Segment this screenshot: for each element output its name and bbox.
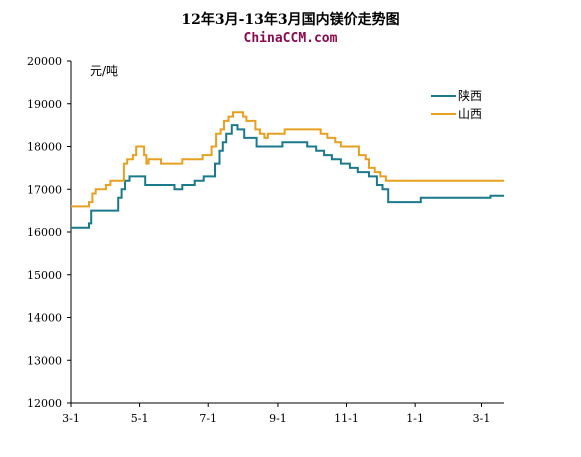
watermark-text: ChinaCCM.com	[243, 31, 338, 46]
y-tick-label: 13000	[27, 354, 62, 367]
legend-label: 陕西	[458, 88, 482, 103]
y-tick-label: 15000	[27, 269, 62, 282]
series-line-shanxi	[71, 111, 504, 208]
x-tick-label: 5-1	[131, 412, 149, 425]
x-tick-label: 11-1	[334, 412, 359, 425]
plot-area	[70, 61, 504, 404]
y-tick-label: 20000	[27, 55, 62, 68]
series-lines	[71, 111, 504, 229]
x-tick-label: 3-1	[62, 412, 80, 425]
x-tick-label: 7-1	[199, 412, 217, 425]
series-line-shaanxi	[71, 124, 504, 229]
x-tick-label: 9-1	[269, 412, 287, 425]
y-tick-label: 19000	[27, 98, 62, 111]
y-tick-label: 12000	[27, 397, 62, 410]
legend-label: 山西	[458, 107, 482, 121]
y-tick-label: 16000	[27, 226, 62, 239]
x-tick-label: 1-1	[406, 412, 424, 425]
chart-title: 12年3月-13年3月国内镁价走势图	[181, 12, 400, 28]
y-ticks: 12000 13000 14000 15000 16000 17000 18000 19000…	[27, 55, 71, 410]
x-tick-label: 3-1	[473, 412, 491, 425]
y-axis-label: 元/吨	[90, 64, 118, 78]
y-tick-label: 14000	[27, 312, 62, 325]
y-tick-label: 18000	[27, 141, 62, 154]
x-ticks: 3-1 5-1 7-1 9-1 11-1 1-1 3-1	[62, 403, 490, 425]
y-tick-label: 17000	[27, 183, 62, 196]
